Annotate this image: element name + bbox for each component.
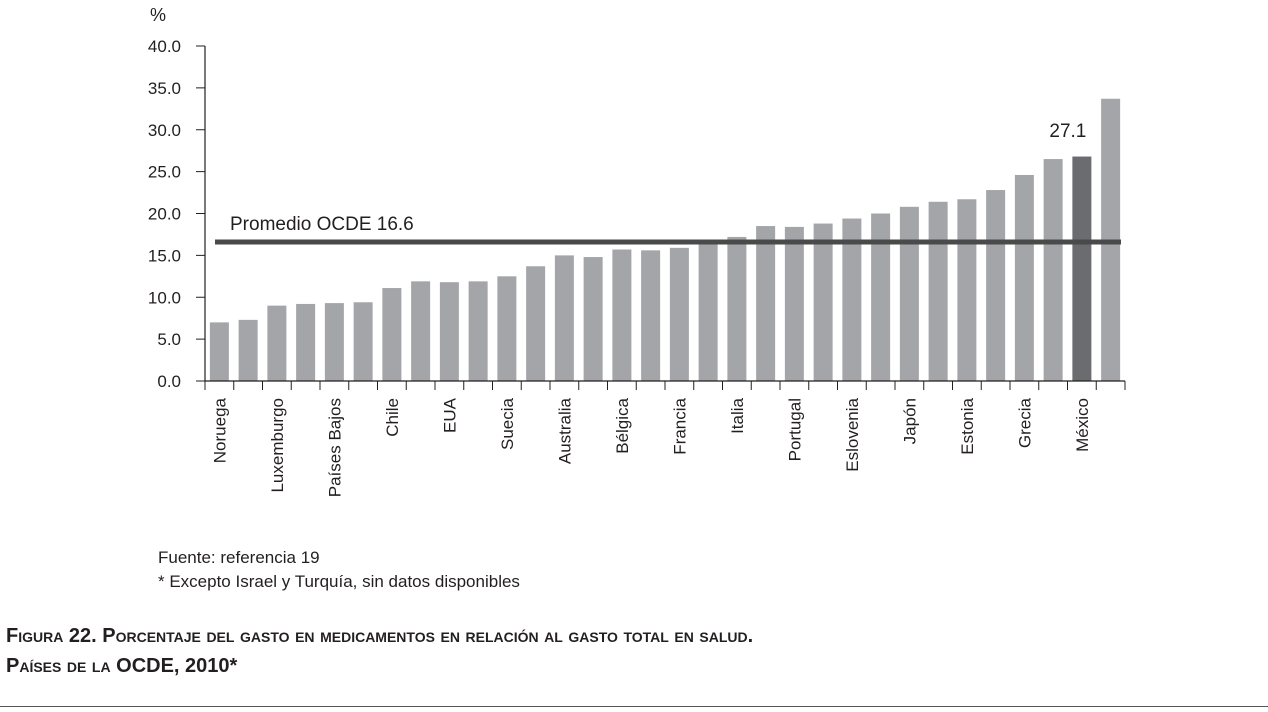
y-tick-label: 35.0 [148, 79, 181, 98]
bar-estonia [957, 199, 977, 381]
bar-unlabeled-1 [238, 319, 258, 381]
bar-unlabeled-21 [813, 223, 833, 381]
figure-caption: Figura 22. Porcentaje del gasto en medic… [6, 621, 753, 681]
bar-unlabeled-7 [411, 281, 431, 381]
bar-chile [382, 288, 402, 381]
bar-portugal [784, 226, 804, 381]
bar-unlabeled-25 [928, 201, 948, 381]
bar-unlabeled-9 [468, 281, 488, 381]
bar-chart: 0.0 5.0 10.0 15.0 20.0 25.0 30.0 35.0 40.0 Norue… [148, 5, 1126, 497]
category-label: Chile [383, 398, 402, 437]
bar-grecia [1014, 174, 1034, 381]
y-tick-label: 0.0 [157, 372, 181, 391]
category-label: Eslovenia [843, 397, 862, 471]
bar-suecia [497, 276, 517, 381]
bars-group [209, 98, 1121, 382]
footnote: * Excepto Israel y Turquía, sin datos di… [158, 572, 520, 591]
category-label: Italia [728, 397, 747, 433]
bar-francia [669, 247, 689, 381]
y-tick-label: 5.0 [157, 330, 181, 349]
bar-unlabeled-19 [756, 226, 776, 381]
chart-notes: Fuente: referencia 19 * Excepto Israel y… [158, 546, 520, 594]
y-ticks-group: 0.0 5.0 10.0 15.0 20.0 25.0 30.0 35.0 40.0 [148, 37, 181, 391]
category-label: Japón [900, 398, 919, 444]
y-axis-unit-label: % [150, 5, 166, 25]
category-label: Grecia [1015, 397, 1034, 448]
bar-unlabeled-29 [1043, 159, 1063, 381]
bottom-divider [0, 706, 1268, 707]
bar-eua [439, 282, 459, 381]
bar-bélgica [612, 249, 632, 381]
category-label: Estonia [958, 397, 977, 454]
bar-unlabeled-15 [641, 250, 661, 381]
bar-luxemburgo [267, 305, 287, 382]
caption-line-2: Países de la OCDE, 2010* [6, 655, 238, 677]
bar-italia [727, 236, 747, 381]
category-label: EUA [440, 397, 459, 433]
bar-unlabeled-11 [526, 266, 546, 381]
caption-line-1: Figura 22. Porcentaje del gasto en medic… [6, 625, 754, 647]
bar-japón [899, 206, 919, 381]
category-label: Bélgica [613, 397, 632, 453]
source-note: Fuente: referencia 19 [158, 548, 320, 567]
mexico-value-label: 27.1 [1049, 121, 1086, 142]
bar-eslovenia [842, 218, 862, 381]
category-label: Noruega [210, 397, 229, 463]
category-label: Portugal [785, 398, 804, 461]
category-label: Australia [555, 397, 574, 464]
bar-noruega [209, 322, 229, 382]
bar-países-bajos [324, 303, 344, 381]
y-tick-label: 20.0 [148, 205, 181, 224]
y-tick-label: 15.0 [148, 246, 181, 265]
y-tick-label: 25.0 [148, 163, 181, 182]
axes-group [196, 45, 1126, 390]
category-label: Suecia [498, 397, 517, 450]
bar-unlabeled-3 [296, 303, 316, 381]
bar-unlabeled-5 [353, 302, 373, 381]
category-label: Países Bajos [325, 398, 344, 497]
bar-australia [554, 255, 574, 382]
bar-méxico [1072, 156, 1092, 381]
bar-unlabeled-13 [583, 257, 603, 381]
oecd-average-label: Promedio OCDE 16.6 [230, 214, 414, 235]
bar-unlabeled-23 [871, 213, 891, 381]
x-labels-group: Noruega Luxemburgo Países Bajos Chile EUA Sue… [210, 397, 1092, 497]
y-tick-label: 40.0 [148, 37, 181, 56]
y-tick-label: 10.0 [148, 288, 181, 307]
y-tick-label: 30.0 [148, 121, 181, 140]
category-label: México [1073, 398, 1092, 452]
bar-unlabeled-27 [986, 190, 1006, 381]
category-label: Francia [670, 397, 689, 454]
bar-unlabeled-17 [698, 240, 718, 381]
category-label: Luxemburgo [268, 398, 287, 493]
